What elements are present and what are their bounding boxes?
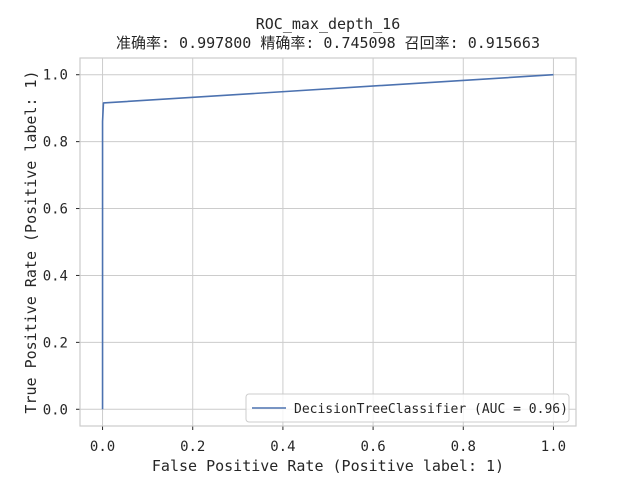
x-tick-label: 0.0	[90, 439, 115, 455]
legend-box	[245, 393, 570, 423]
roc-curve-line	[101, 73, 554, 410]
axis-ticks: 0.0 0.2 0.4 0.6 0.8 1.0 0.0 0.2 0.4 0.6 0.8 1.0	[43, 68, 566, 455]
y-tick-label: 0.4	[43, 268, 68, 284]
x-axis-label: False Positive Rate (Positive label: 1)	[152, 457, 504, 475]
x-tick-label: 0.8	[451, 439, 476, 455]
x-tick-label: 0.6	[360, 439, 385, 455]
y-tick-label: 0.8	[43, 135, 68, 151]
plot-frame	[79, 57, 577, 427]
chart-title: ROC_max_depth_16	[256, 15, 401, 33]
x-tick-label: 1.0	[541, 439, 566, 455]
chart-subtitle: 准确率: 0.997800 精确率: 0.745098 召回率: 0.91566…	[116, 34, 540, 52]
legend-label: DecisionTreeClassifier (AUC = 0.96)	[294, 402, 568, 417]
x-tick-label: 0.4	[270, 439, 295, 455]
y-tick-label: 0.0	[43, 402, 68, 418]
y-tick-label: 1.0	[43, 68, 68, 84]
y-tick-label: 0.2	[43, 335, 68, 351]
x-tick-label: 0.2	[180, 439, 205, 455]
legend: DecisionTreeClassifier (AUC = 0.96)	[245, 393, 570, 423]
series-lines	[101, 73, 554, 410]
y-axis-label: True Positive Rate (Positive label: 1)	[22, 70, 40, 413]
grid-lines	[80, 58, 576, 426]
y-tick-label: 0.6	[43, 202, 68, 218]
